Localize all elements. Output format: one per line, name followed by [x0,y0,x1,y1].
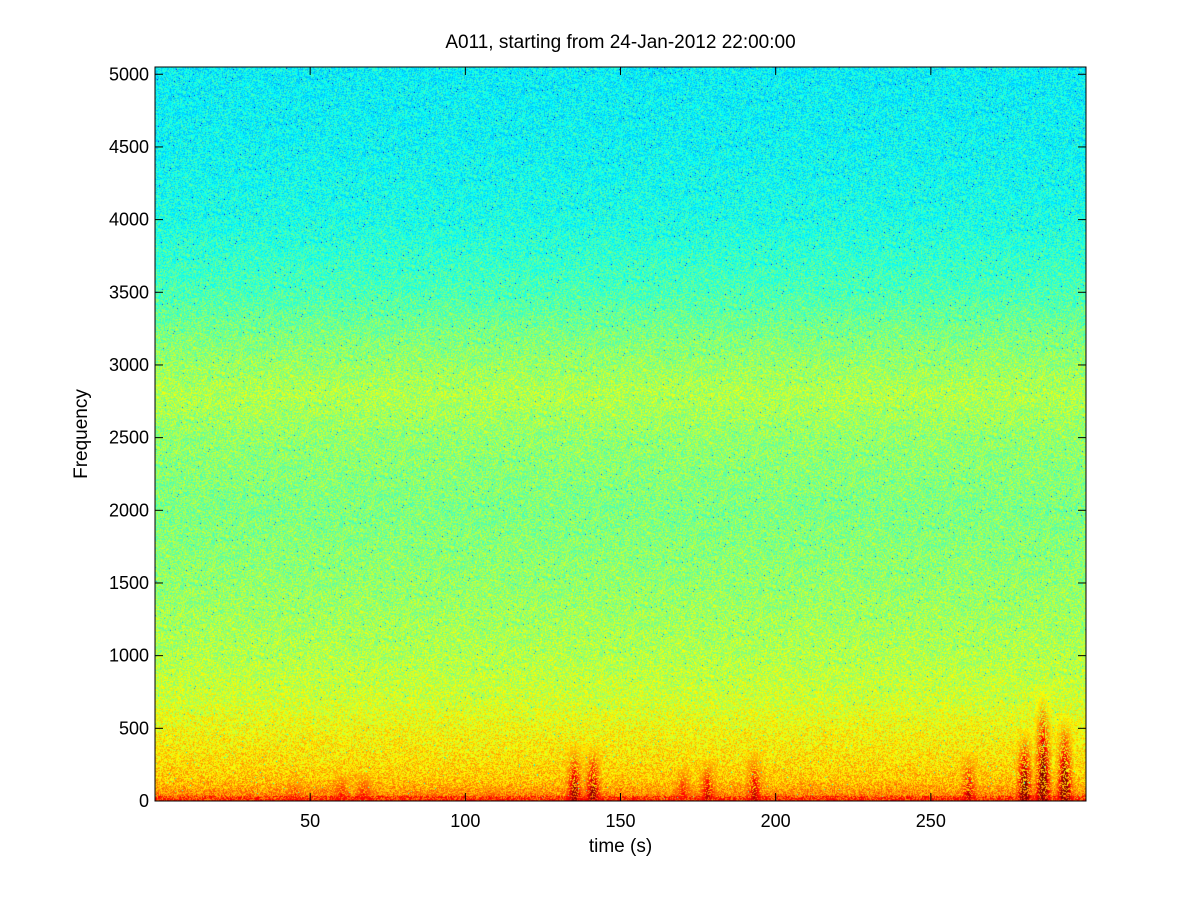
y-tick-label: 2500 [109,428,149,448]
spectrogram-heatmap [155,67,1086,801]
y-axis-label: Frequency [71,389,92,479]
x-tick-label: 150 [605,811,635,831]
y-tick-label: 1000 [109,646,149,666]
y-tick-label: 500 [119,718,149,738]
y-tick-label: 3500 [109,282,149,302]
y-tick-label: 1500 [109,573,149,593]
chart-title: A011, starting from 24-Jan-2012 22:00:00 [445,32,796,53]
x-tick-label: 100 [450,811,480,831]
x-tick-label: 50 [300,811,320,831]
y-tick-label: 3000 [109,355,149,375]
x-tick-label: 200 [761,811,791,831]
x-axis-label: time (s) [588,836,653,857]
y-tick-label: 4500 [109,137,149,157]
plot-frame [154,66,1087,802]
y-tick-label: 0 [139,791,149,811]
y-tick-label: 2000 [109,500,149,520]
y-tick-label: 5000 [109,64,149,84]
y-tick-label: 4000 [109,210,149,230]
x-tick-label: 250 [916,811,946,831]
